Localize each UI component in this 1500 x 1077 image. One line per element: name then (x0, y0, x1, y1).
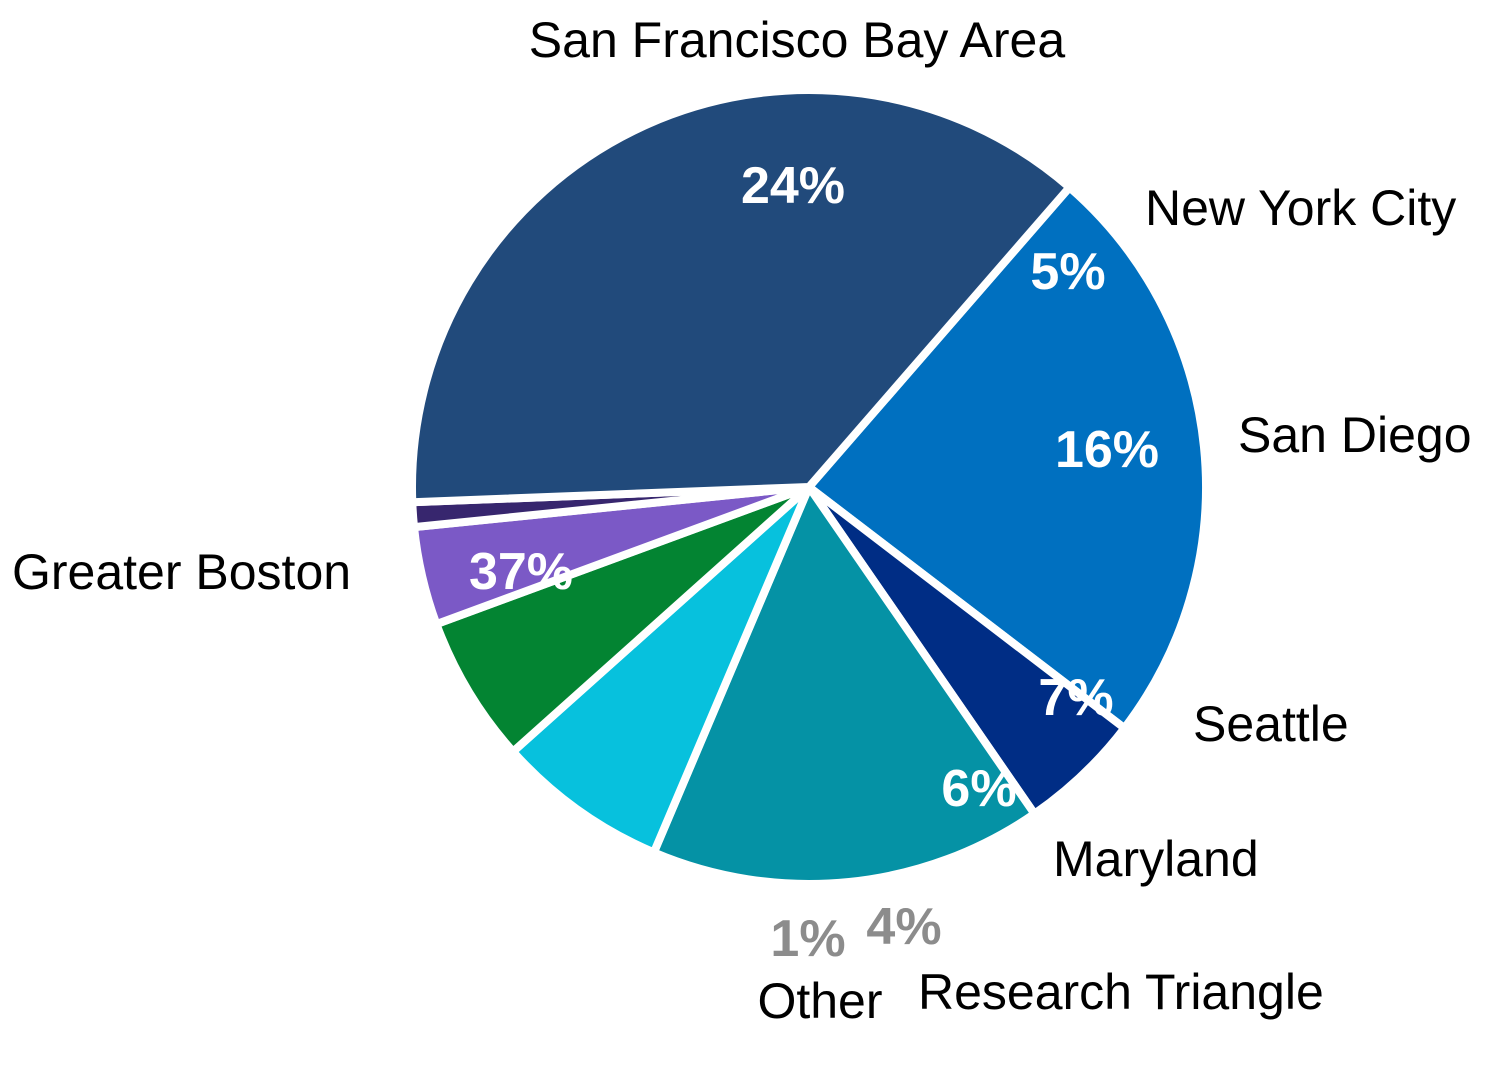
value-label-maryland: 6% (941, 760, 1016, 818)
pie-slice-maryland (431, 483, 812, 758)
value-label-san-diego: 16% (1055, 421, 1159, 479)
pie-slice-san-diego (648, 478, 1040, 888)
slice-label-new-york-city: New York City (1145, 180, 1456, 236)
value-label-research-triangle: 4% (866, 898, 941, 956)
pie-slice-san-francisco-bay-area (803, 181, 1211, 734)
slice-label-maryland: Maryland (1053, 831, 1259, 887)
slice-label-greater-boston: Greater Boston (12, 544, 351, 600)
slice-label-seattle: Seattle (1193, 696, 1349, 752)
value-label-seattle: 7% (1038, 669, 1113, 727)
pie-labels: San Francisco Bay Area New York City San… (12, 12, 1472, 1029)
value-label-greater-boston: 37% (469, 543, 573, 601)
slice-label-other: Other (757, 973, 882, 1029)
value-label-san-francisco-bay-area: 24% (741, 157, 845, 215)
value-label-other: 1% (770, 910, 845, 968)
value-label-new-york-city: 5% (1030, 243, 1105, 301)
slice-label-san-francisco-bay-area: San Francisco Bay Area (529, 12, 1066, 68)
pie-slices (407, 86, 1211, 888)
pie-slice-seattle (507, 484, 813, 858)
slice-label-san-diego: San Diego (1238, 407, 1472, 463)
slice-label-research-triangle: Research Triangle (918, 964, 1324, 1020)
pie-slice-greater-boston (407, 86, 1076, 507)
